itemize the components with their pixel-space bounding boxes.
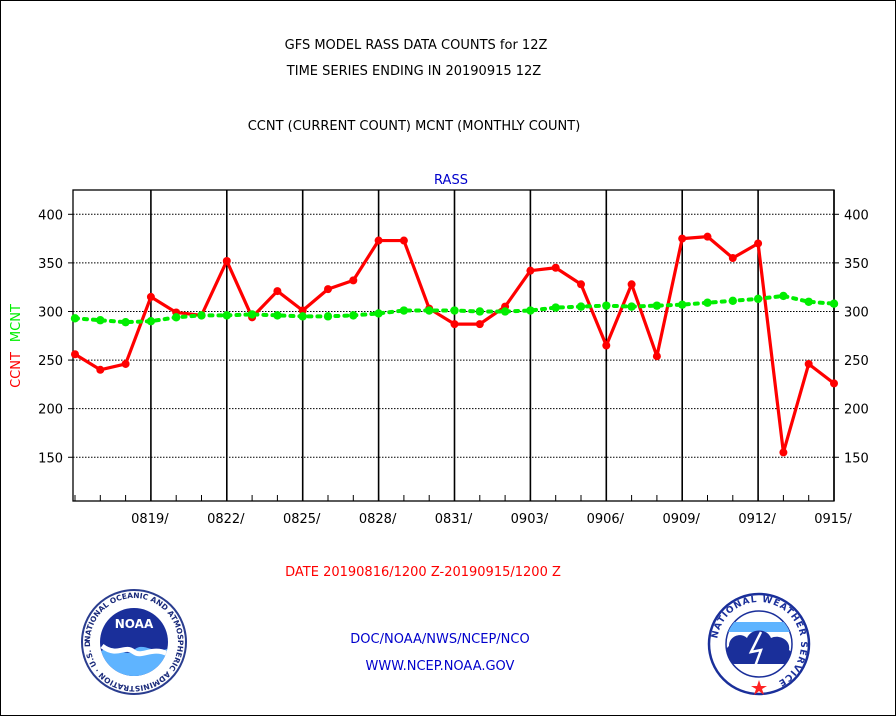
data-point-monthly [425,306,434,315]
y-tick-label-left: 300 [38,305,63,320]
data-point-monthly [121,317,130,327]
data-point-monthly [450,306,459,315]
data-point-current [551,263,560,272]
data-point-monthly [273,311,282,320]
x-tick-label: 0822/ [207,512,245,527]
data-point-monthly [298,312,307,321]
data-point-current [324,285,332,294]
data-point-monthly [779,291,788,301]
x-tick-label: 0912/ [738,512,776,527]
data-point-monthly [500,307,510,316]
date-range-label: DATE 20190816/1200 Z-20190915/1200 Z [285,565,561,580]
series-title: RASS [434,173,468,188]
data-point-monthly [602,301,611,310]
data-point-current [96,365,105,374]
data-point-monthly [576,302,586,311]
data-point-current [754,239,763,248]
data-point-monthly [96,316,105,325]
data-point-monthly [222,311,231,320]
data-point-monthly [526,306,535,315]
data-point-current [121,359,130,368]
data-point-monthly [728,296,737,305]
y-tick-label-left: 400 [38,208,63,223]
noaa-logo-text: NOAA [115,617,154,631]
data-point-current [602,341,611,350]
x-tick-label: 0828/ [359,512,397,527]
chart-subtitle: CCNT (CURRENT COUNT) MCNT (MONTHLY COUNT… [247,119,581,134]
y-tick-label-left: 150 [38,451,63,466]
data-point-monthly [551,303,560,312]
nws-logo: NATIONAL WEATHER SERVICE [707,592,811,696]
data-point-monthly [804,297,813,306]
data-point-monthly [678,300,687,309]
data-point-monthly [323,312,333,321]
chart-title-line2: TIME SERIES ENDING IN 20190915 12Z [286,64,542,79]
y-axis-label: CCNT MCNT [9,304,24,388]
y-tick-label-left: 200 [38,403,63,418]
data-point-current [374,236,383,245]
data-point-current [450,320,459,329]
x-tick-label: 0831/ [435,512,473,527]
website-label: WWW.NCEP.NOAA.GOV [365,659,515,674]
data-point-current [222,256,231,265]
data-point-monthly [349,311,358,320]
y-tick-label-right: 300 [844,305,869,320]
x-tick-label: 0819/ [131,512,169,527]
noaa-logo: NATIONAL OCEANIC AND ATMOSPHERIC ADMINIS… [80,588,187,695]
data-point-current [703,232,712,241]
data-point-monthly [627,302,636,311]
data-point-current [475,320,484,329]
data-point-current [577,280,585,289]
data-point-current [804,359,813,368]
x-tick-label: 0909/ [662,512,700,527]
data-point-current [146,292,155,301]
data-point-current [349,276,358,285]
plot-area [72,189,835,502]
data-point-current [652,352,661,361]
data-point-monthly [753,294,763,304]
data-point-monthly [475,307,484,316]
y-label-mcnt: MCNT [9,304,24,342]
data-point-monthly [703,298,712,307]
x-tick-label: 0906/ [587,512,625,527]
data-point-monthly [247,310,257,319]
data-point-monthly [399,306,409,315]
y-label-ccnt: CCNT [9,352,24,388]
data-point-monthly [70,314,80,323]
x-tick-label: 0903/ [511,512,549,527]
y-tick-label-right: 150 [844,451,869,466]
y-tick-label-left: 250 [38,354,63,369]
data-point-current [627,280,636,289]
data-point-current [298,306,307,315]
data-point-current [71,350,79,359]
data-point-monthly [829,299,839,308]
chart-title-line1: GFS MODEL RASS DATA COUNTS for 12Z [284,38,548,53]
data-point-current [830,379,838,388]
data-point-monthly [374,309,383,318]
data-point-monthly [146,317,156,326]
org-label: DOC/NOAA/NWS/NCEP/NCO [350,632,530,647]
data-point-current [678,234,687,243]
data-point-current [728,254,737,263]
x-tick-label: 0915/ [814,512,852,527]
y-tick-label-right: 250 [844,354,869,369]
x-tick-label: 0825/ [283,512,321,527]
data-point-current [399,236,408,245]
data-point-current [779,448,788,457]
y-tick-label-right: 350 [844,257,869,272]
y-tick-label-right: 400 [844,208,869,223]
data-point-current [273,287,282,296]
data-point-monthly [197,311,206,320]
data-point-monthly [172,313,181,322]
y-tick-label-left: 350 [38,257,63,272]
data-point-current [526,266,535,275]
y-tick-label-right: 200 [844,403,869,418]
data-point-monthly [652,301,662,310]
